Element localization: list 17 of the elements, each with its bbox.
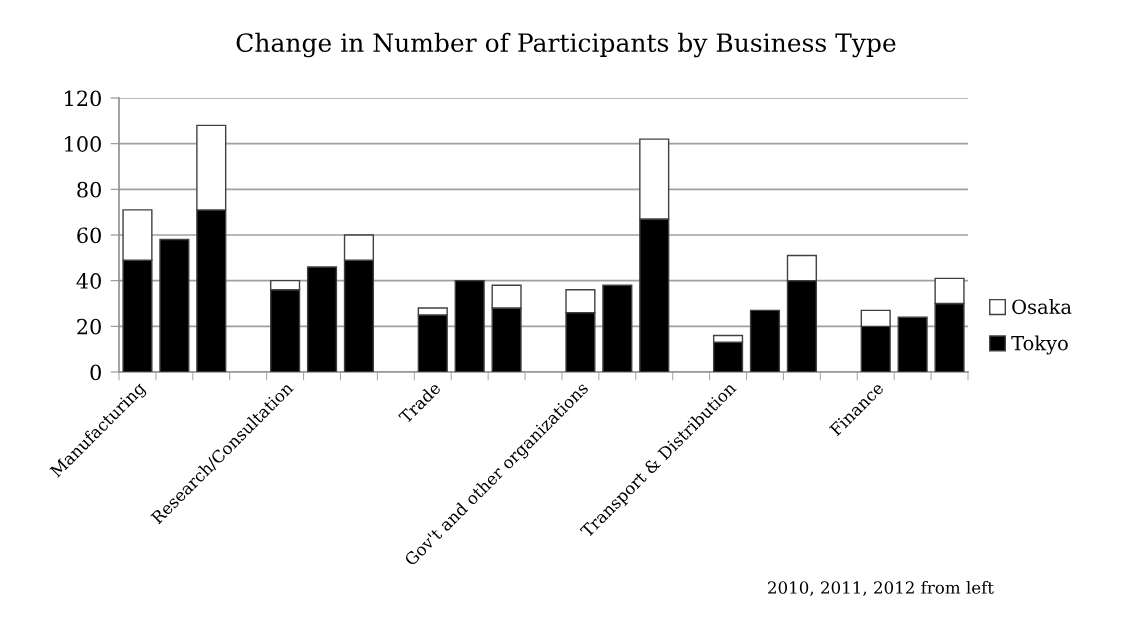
y-tick-label: 80 [77,181,101,198]
y-tick-label: 20 [77,318,101,335]
bar [454,279,485,372]
y-tick-label: 100 [65,136,101,152]
y-tick-label: 120 [65,90,101,107]
y-tick-label: 0 [90,364,101,381]
bar [306,266,338,372]
text: 2010, 2011, 2012 from left [768,580,994,596]
y-tick-label: 40 [76,273,101,289]
bar [897,316,928,372]
bar [159,238,190,372]
chart-title: Change in Number of Participants by Business Type [236,32,896,58]
y-tick-label: 60 [77,227,101,244]
legend-label: Osaka [1012,299,1072,315]
bar [602,284,633,372]
bar [749,309,781,372]
legend-label: Tokyo [1011,335,1068,355]
